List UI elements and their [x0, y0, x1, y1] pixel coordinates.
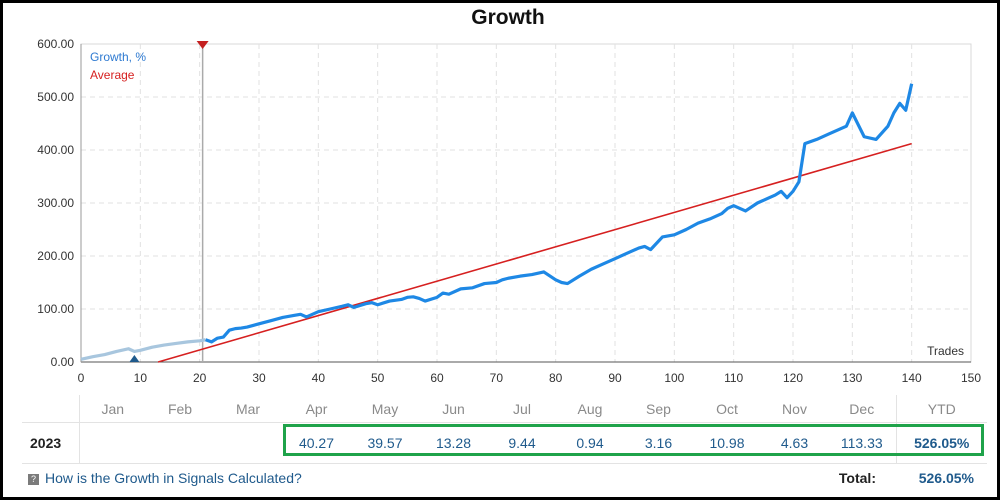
- x-tick-label: 40: [312, 371, 326, 385]
- x-tick-label: 70: [490, 371, 504, 385]
- table-header-row: Jan Feb Mar Apr May Jun Jul Aug Sep Oct …: [22, 395, 987, 423]
- x-tick-label: 90: [608, 371, 622, 385]
- growth-chart: 0 10 20 30 40 50 60 70 80 90 100 110 120 130 140 150 0.0…: [37, 37, 981, 385]
- ytd-header: YTD: [895, 395, 987, 423]
- legend-average: Average: [90, 68, 135, 82]
- x-tick-label: 0: [78, 371, 85, 385]
- faq-link[interactable]: How is the Growth in Signals Calculated?: [45, 470, 302, 486]
- month-value: 3.16: [624, 422, 693, 464]
- month-header: Nov: [761, 395, 828, 423]
- month-header: Aug: [556, 395, 624, 423]
- month-header: May: [351, 395, 419, 423]
- month-header: Oct: [693, 395, 761, 423]
- month-value: 113.33: [828, 422, 896, 464]
- x-tick-label: 50: [371, 371, 385, 385]
- month-header: Jan: [78, 395, 146, 423]
- series-growth-early-line: [80, 338, 206, 361]
- faq-icon[interactable]: ?: [28, 474, 39, 485]
- x-tick-label: 30: [252, 371, 266, 385]
- month-value: 40.27: [282, 422, 351, 464]
- y-tick-label: 600.00: [37, 37, 74, 51]
- monthly-growth-table: Jan Feb Mar Apr May Jun Jul Aug Sep Oct …: [22, 395, 987, 464]
- month-value: [78, 422, 146, 464]
- legend-growth: Growth, %: [90, 50, 146, 64]
- month-header: Jul: [488, 395, 556, 423]
- year-label: 2023: [22, 422, 79, 464]
- month-header: Mar: [214, 395, 282, 423]
- y-tick-label: 400.00: [37, 143, 74, 157]
- month-value: 9.44: [488, 422, 556, 464]
- x-tick-label: 130: [842, 371, 862, 385]
- month-header: Sep: [624, 395, 693, 423]
- chart-title: Growth: [471, 6, 545, 29]
- series-average-line: [157, 142, 912, 363]
- y-tick-label: 300.00: [37, 196, 74, 210]
- month-header: Apr: [282, 395, 351, 423]
- x-tick-label: 10: [134, 371, 148, 385]
- total-label: Total:: [838, 470, 876, 486]
- month-value: 13.28: [419, 422, 488, 464]
- y-tick-label: 0.00: [51, 355, 75, 369]
- month-value: [146, 422, 214, 464]
- x-tick-label: 80: [549, 371, 563, 385]
- x-tick-label: 60: [430, 371, 444, 385]
- ytd-value: 526.05%: [895, 422, 987, 464]
- x-tick-label: 120: [783, 371, 803, 385]
- x-tick-label: 150: [961, 371, 981, 385]
- month-header: Jun: [419, 395, 488, 423]
- triangle-up-marker: [129, 355, 140, 362]
- month-header: Feb: [146, 395, 214, 423]
- total-value: 526.05%: [918, 470, 974, 486]
- y-tick-label: 100.00: [37, 302, 74, 316]
- table-row: 2023 40.27 39.57 13.28 9.44 0.94 3.16 10…: [22, 422, 987, 464]
- x-axis-label: Trades: [927, 344, 964, 358]
- year-header: [22, 395, 79, 423]
- x-tick-label: 140: [902, 371, 922, 385]
- month-value: 0.94: [556, 422, 624, 464]
- month-value: 4.63: [761, 422, 828, 464]
- triangle-down-marker: [196, 41, 209, 49]
- month-value: 39.57: [351, 422, 419, 464]
- y-tick-label: 200.00: [37, 249, 74, 263]
- table-footer: ? How is the Growth in Signals Calculated…: [28, 470, 978, 492]
- month-value: [214, 422, 282, 464]
- month-value: 10.98: [693, 422, 761, 464]
- x-tick-label: 20: [193, 371, 207, 385]
- series-growth-line: [205, 83, 914, 344]
- x-tick-label: 110: [724, 371, 743, 385]
- month-header: Dec: [828, 395, 896, 423]
- x-tick-label: 100: [664, 371, 684, 385]
- y-tick-label: 500.00: [37, 90, 74, 104]
